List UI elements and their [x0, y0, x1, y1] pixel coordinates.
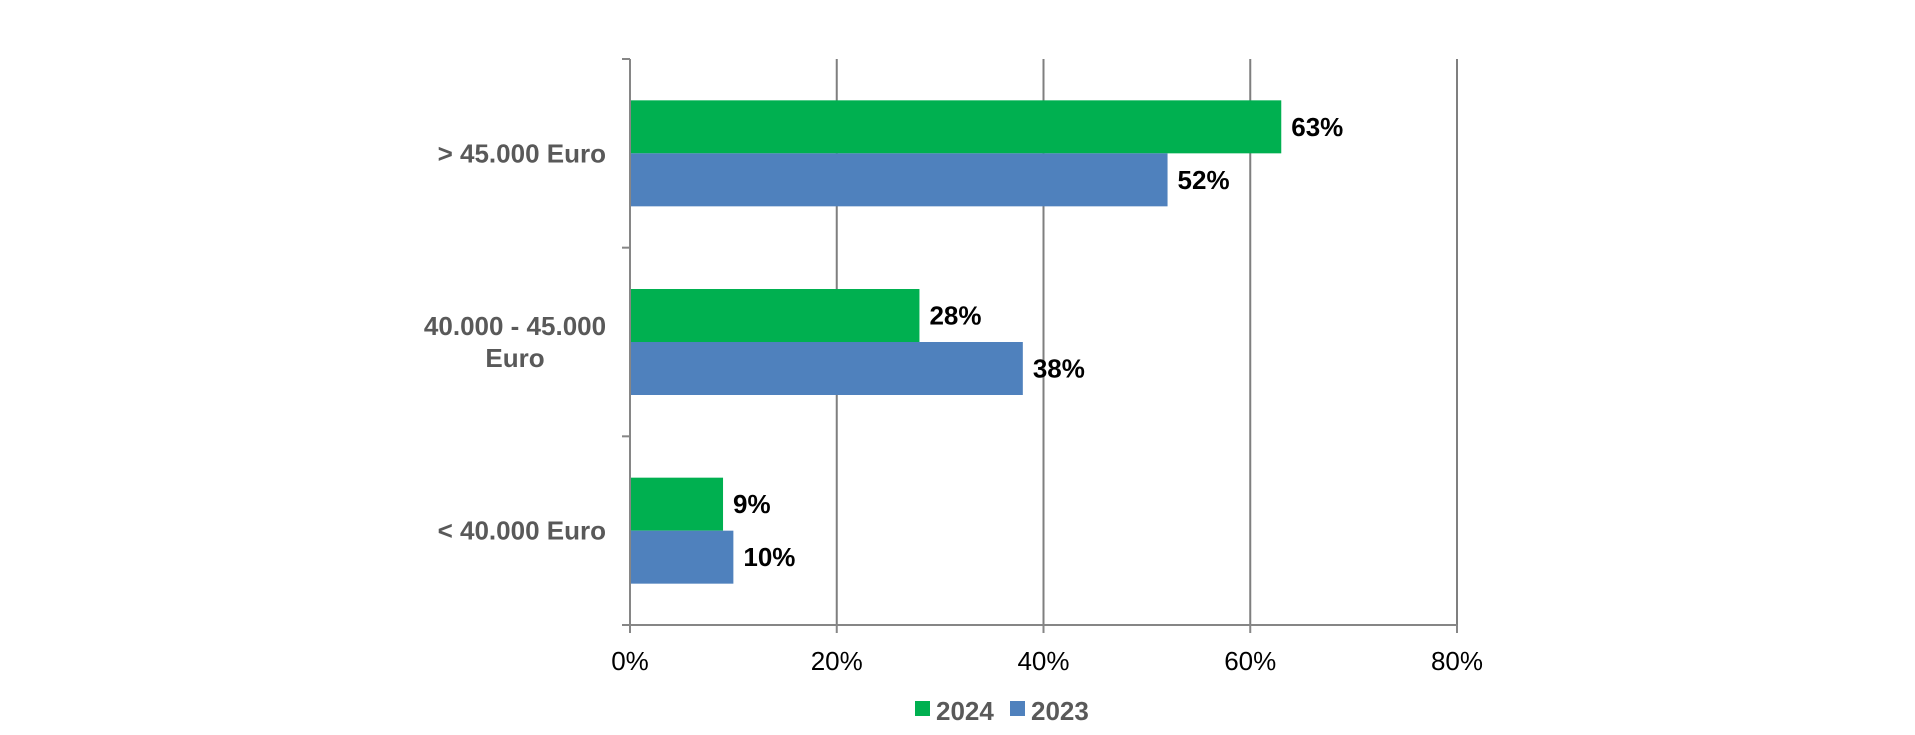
- labels: 63% 52% > 45.000 Euro 28% 38% 40.000 - 45.000…: [424, 112, 1483, 676]
- data-label: 10%: [743, 542, 795, 572]
- category-label: > 45.000 Euro: [438, 138, 606, 168]
- x-tick-label: 80%: [1431, 646, 1483, 676]
- x-tick-label: 0%: [611, 646, 649, 676]
- legend: 2024 2023: [915, 696, 1089, 726]
- data-label: 52%: [1178, 165, 1230, 195]
- bar-2023-2: [630, 530, 734, 584]
- bars: [630, 100, 1282, 584]
- legend-swatch-2024: [915, 701, 930, 716]
- category-label: < 40.000 Euro: [438, 516, 606, 546]
- data-label: 28%: [929, 301, 981, 331]
- bar-2024-0: [630, 100, 1282, 154]
- category-label: 40.000 - 45.000 Euro: [424, 311, 606, 373]
- bar-2023-1: [630, 342, 1023, 395]
- bar-2024-1: [630, 289, 920, 342]
- bar-2024-2: [630, 477, 724, 531]
- x-tick-label: 60%: [1224, 646, 1276, 676]
- axes: [622, 58, 1458, 633]
- data-label: 9%: [733, 489, 771, 519]
- data-label: 63%: [1291, 112, 1343, 142]
- legend-label: 2023: [1031, 696, 1089, 726]
- bar-2023-0: [630, 153, 1168, 207]
- legend-label: 2024: [936, 696, 994, 726]
- x-tick-label: 40%: [1017, 646, 1069, 676]
- data-label: 38%: [1033, 354, 1085, 384]
- legend-swatch-2023: [1010, 701, 1025, 716]
- x-tick-label: 20%: [811, 646, 863, 676]
